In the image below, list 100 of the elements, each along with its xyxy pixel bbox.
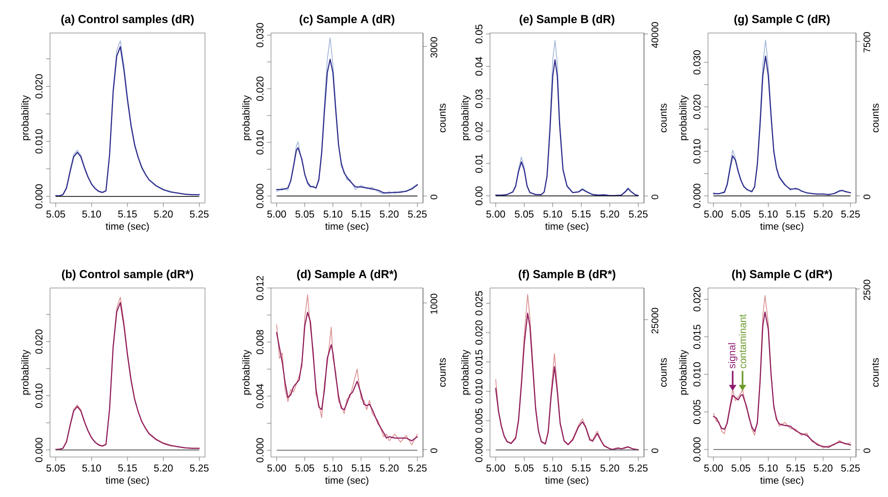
y-tick-label: 0.010 [35,384,42,408]
x-tick-label: 5.05 [46,464,66,472]
x-tick-label: 5.10 [324,464,342,472]
x-tick-label: 5.25 [190,464,209,472]
y2-tick-label: 0 [864,448,870,453]
y-tick-label: 0.04 [475,56,482,76]
x-tick-label: 5.05 [295,210,314,218]
y-tick-label: 0.025 [475,291,482,316]
y-tick-label: 0.010 [693,362,700,386]
x-tick-label: 5.05 [46,210,66,218]
y2-tick-label: 0 [430,448,438,453]
y-tick-label: 0.000 [693,184,700,208]
y-tick-label: 0.020 [693,94,700,119]
x-tick-label: 5.15 [786,464,806,472]
x-tick-label: 5.05 [732,210,750,218]
y-axis-title: probability [679,95,689,140]
y-tick-label: 0.000 [35,184,42,209]
x-tick-label: 5.20 [380,464,399,472]
y-tick-label: 0.00 [475,186,482,206]
y-tick-label: 0.020 [693,287,700,312]
y-axis-title: probability [679,350,689,395]
y-tick-label: 0.010 [475,379,482,404]
y-tick-label: 0.012 [256,276,264,300]
x-tick-label: 5.25 [628,464,648,472]
chart-title: (a) Control samples (dR) [61,14,194,26]
y2-tick-label: 0 [430,194,438,200]
annotation: signal [728,343,738,368]
y-axis-title: probability [242,95,252,140]
y2-axis-title: counts [872,358,879,387]
y2-tick-label: 25000 [652,308,658,334]
y-tick-label: 0.004 [256,384,264,408]
y2-tick-label: 0 [864,194,870,200]
y-tick-label: 0.020 [475,320,482,345]
x-axis-title: time (sec) [106,476,149,486]
x-tick-label: 5.15 [572,464,591,472]
y-tick-label: 0.030 [256,23,264,48]
y-tick-label: 0.015 [693,324,700,349]
y2-tick-label: 0 [652,448,658,453]
chart-title: (d) Sample A (dR*) [297,270,397,280]
x-tick-label: 5.05 [514,210,534,218]
annotation: contaminant [738,314,746,368]
chart-title: (b) Control sample (dR*) [62,270,194,280]
x-tick-label: 5.00 [486,210,506,218]
chart-title: (h) Sample C (dR*) [732,270,832,280]
x-axis-title: time (sec) [325,476,368,486]
y-axis-title: probability [21,95,31,140]
y-tick-label: 0.008 [256,330,264,354]
x-tick-label: 5.20 [154,210,173,218]
y-tick-label: 0.030 [693,50,700,74]
y-tick-label: 0.010 [35,129,42,154]
y-tick-label: 0.05 [475,24,482,44]
x-tick-label: 5.05 [514,464,534,472]
y-tick-label: 0.005 [693,400,700,424]
x-tick-label: 5.20 [814,464,832,472]
y2-tick-label: 40000 [652,22,658,48]
x-tick-label: 5.25 [408,210,427,218]
x-tick-label: 5.00 [267,210,286,218]
y-tick-label: 0.000 [35,438,42,462]
y-tick-label: 0.000 [475,438,482,462]
y-tick-label: 0.02 [475,122,482,140]
x-tick-label: 5.15 [786,210,806,218]
x-tick-label: 5.15 [352,210,370,218]
x-tick-label: 5.05 [732,464,750,472]
x-tick-label: 5.10 [543,464,562,472]
y2-axis-title: counts [439,358,446,387]
x-tick-label: 5.00 [704,210,723,218]
y-axis-title: probability [21,350,31,395]
y2-axis-title: counts [439,104,446,132]
y2-axis-title: counts [660,104,667,132]
x-tick-label: 5.10 [758,210,778,218]
y2-tick-label: 0 [652,194,658,200]
y-tick-label: 0.020 [256,76,264,101]
y-tick-label: 0.000 [256,184,264,208]
y2-tick-label: 2500 [864,280,870,300]
x-tick-label: 5.15 [118,210,137,218]
x-tick-label: 5.10 [82,210,101,218]
x-axis-title: time (sec) [325,222,368,232]
x-tick-label: 5.25 [190,210,209,218]
y-tick-label: 0.020 [35,329,42,354]
x-axis-title: time (sec) [545,222,588,232]
x-axis-title: time (sec) [760,222,804,232]
x-tick-label: 5.25 [841,210,860,218]
x-tick-label: 5.20 [600,464,620,472]
x-axis-title: time (sec) [106,222,149,232]
chart-title: (g) Sample C (dR) [734,14,830,26]
chart-title: (f) Sample B (dR*) [518,270,616,280]
y-tick-label: 0.020 [35,74,42,98]
x-tick-label: 5.15 [118,464,137,472]
y2-tick-label: 1000 [430,294,438,314]
x-tick-label: 5.20 [380,210,399,218]
y-tick-label: 0.000 [693,437,700,462]
x-tick-label: 5.00 [486,464,506,472]
y2-axis-title: counts [660,358,667,387]
x-tick-label: 5.00 [704,464,723,472]
y-tick-label: 0.010 [256,130,264,155]
x-axis-title: time (sec) [545,476,588,486]
y-axis-title: probability [242,350,252,395]
y-axis-title: probability [461,95,471,140]
x-axis-title: time (sec) [760,476,804,486]
x-tick-label: 5.25 [628,210,648,218]
